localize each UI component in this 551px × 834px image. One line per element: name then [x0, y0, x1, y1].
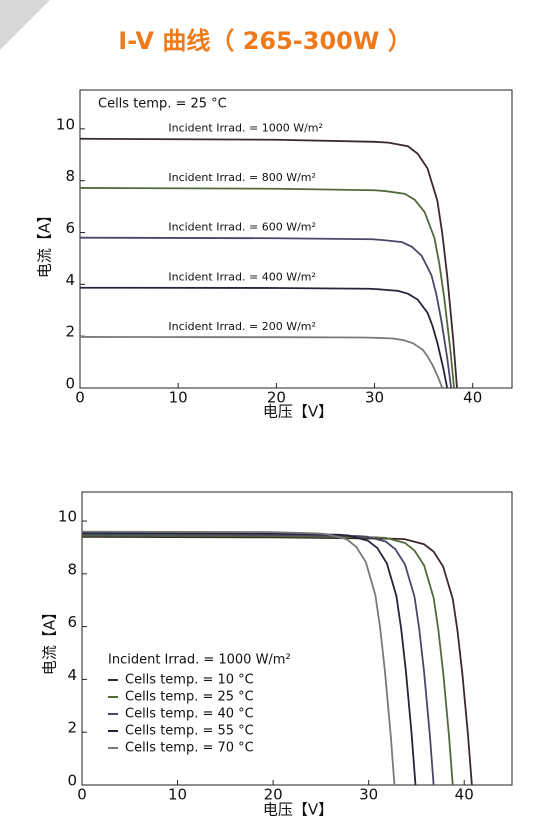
y-tick-label: 4	[67, 666, 77, 684]
plot-frame	[79, 89, 513, 389]
curve-label: Incident Irrad. = 200 W/m²	[168, 320, 316, 333]
curve	[81, 530, 396, 786]
x-tick-label: 0	[75, 389, 85, 407]
y-tick-label: 8	[67, 560, 77, 578]
legend-label: Cells temp. = 25 °C	[125, 690, 254, 705]
x-tick-label: 40	[463, 389, 482, 407]
curve-label: Incident Irrad. = 600 W/m²	[168, 221, 316, 234]
y-axis-title: 电流【A】	[36, 208, 54, 278]
x-tick-label: 30	[365, 389, 384, 407]
legend-title: Incident Irrad. = 1000 W/m²	[108, 653, 291, 668]
y-tick-label: 2	[65, 323, 75, 341]
y-axis-title: 电流【A】	[41, 605, 59, 675]
curve	[79, 187, 455, 389]
y-tick-label: 8	[65, 167, 75, 185]
legend-label: Cells temp. = 40 °C	[125, 707, 254, 722]
legend-label: Cells temp. = 10 °C	[125, 673, 254, 688]
x-tick-label: 30	[359, 786, 378, 804]
x-tick-label: 10	[168, 786, 187, 804]
corner-decoration	[0, 0, 50, 50]
legend-label: Cells temp. = 70 °C	[125, 741, 254, 756]
curve	[79, 236, 453, 389]
y-tick-label: 0	[65, 375, 75, 393]
curve-label: Incident Irrad. = 1000 W/m²	[168, 122, 323, 135]
x-axis-title: 电压【V】	[263, 403, 333, 421]
page-title: I-V 曲线（ 265-300W ）	[118, 27, 411, 55]
x-tick-label: 20	[264, 786, 283, 804]
x-tick-label: 40	[455, 786, 474, 804]
y-tick-label: 6	[67, 613, 77, 631]
curve	[79, 336, 444, 389]
curve-label: Incident Irrad. = 800 W/m²	[168, 171, 316, 184]
y-tick-label: 2	[67, 719, 77, 737]
curve	[79, 137, 458, 389]
curve	[81, 534, 454, 786]
curve	[79, 286, 449, 389]
curve-label: Incident Irrad. = 400 W/m²	[168, 271, 316, 284]
annotation: Cells temp. = 25 °C	[98, 97, 227, 112]
plot-frame	[81, 491, 513, 786]
y-tick-label: 10	[56, 115, 75, 133]
x-tick-label: 20	[267, 389, 286, 407]
y-tick-label: 0	[67, 772, 77, 790]
y-tick-label: 6	[65, 219, 75, 237]
legend-label: Cells temp. = 55 °C	[125, 724, 254, 739]
y-tick-label: 4	[65, 271, 75, 289]
x-tick-label: 0	[77, 786, 87, 804]
x-tick-label: 10	[169, 389, 188, 407]
x-axis-title: 电压【V】	[263, 801, 333, 819]
y-tick-label: 10	[58, 508, 77, 526]
